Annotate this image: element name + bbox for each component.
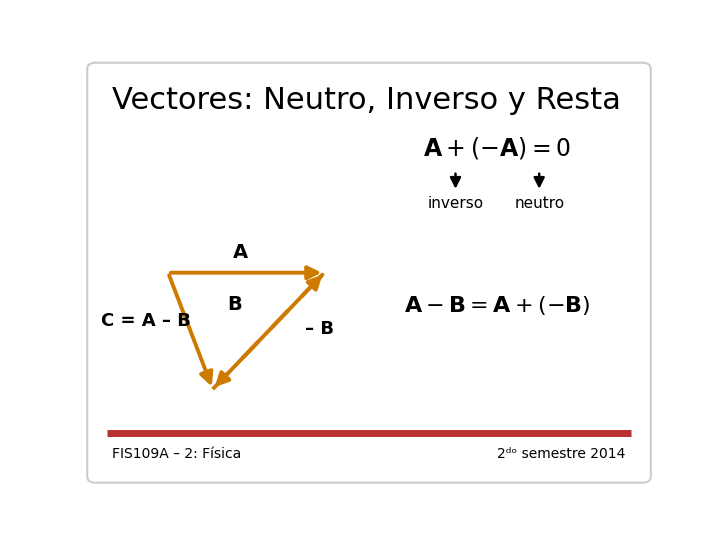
Text: FIS109A – 2: Física: FIS109A – 2: Física <box>112 447 242 461</box>
Text: C = A – B: C = A – B <box>101 312 191 329</box>
Text: neutro: neutro <box>514 196 564 211</box>
Text: 2ᵈᵒ semestre 2014: 2ᵈᵒ semestre 2014 <box>498 447 626 461</box>
Text: – B: – B <box>305 320 334 338</box>
Text: Vectores: Neutro, Inverso y Resta: Vectores: Neutro, Inverso y Resta <box>112 85 621 114</box>
Text: B: B <box>228 295 243 314</box>
Text: A: A <box>233 244 248 262</box>
FancyBboxPatch shape <box>87 63 651 483</box>
Text: $\mathbf{A} - \mathbf{B} = \mathbf{A} + (-\mathbf{B})$: $\mathbf{A} - \mathbf{B} = \mathbf{A} + … <box>404 294 590 318</box>
Text: $\mathbf{A} + (-\mathbf{A}) = 0$: $\mathbf{A} + (-\mathbf{A}) = 0$ <box>423 135 572 161</box>
Text: inverso: inverso <box>428 196 484 211</box>
